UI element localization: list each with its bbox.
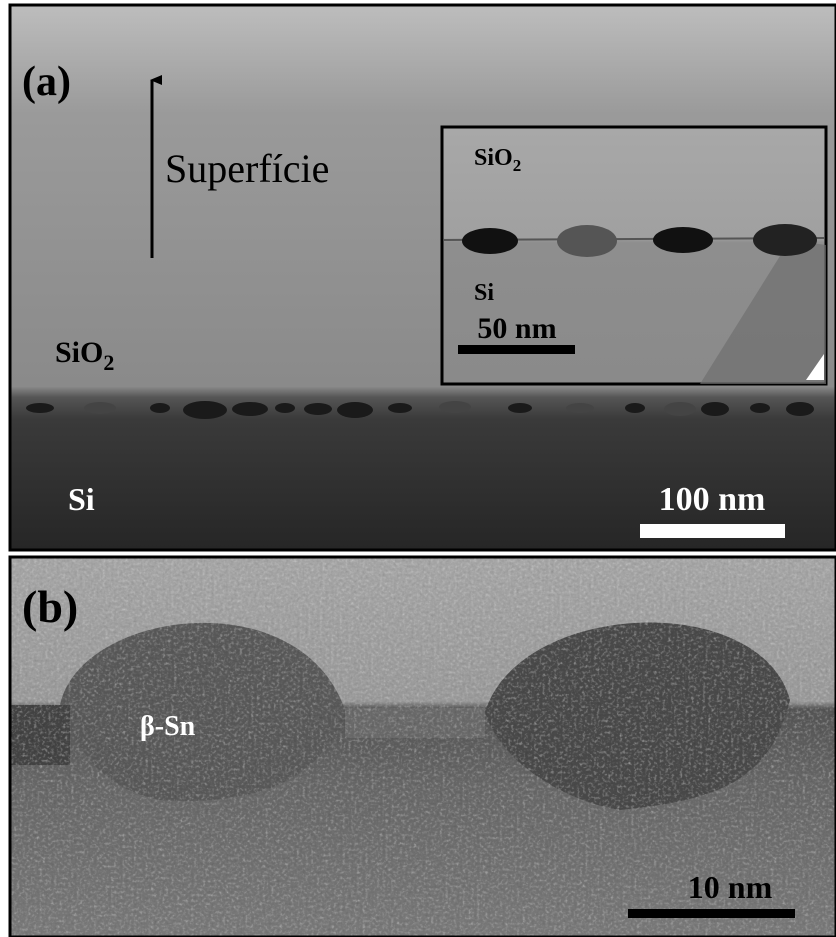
figure: (a) Superfície SiO2 Si 100 nm SiO2 Si 50… [0, 0, 836, 937]
oxide-main: SiO [55, 336, 103, 369]
inset-scale-label: 50 nm [477, 312, 556, 345]
inset-oxide-main: SiO [474, 145, 513, 171]
scale-label: 100 nm [659, 481, 766, 518]
panel-label: (a) [22, 59, 71, 105]
panel-b: (b) β-Sn 10 nm [10, 557, 836, 937]
arrow-label: Superfície [165, 146, 329, 191]
inset-scale-bar [458, 345, 575, 354]
panel-label: (b) [22, 581, 78, 632]
scale-label: 10 nm [688, 869, 773, 905]
scale-bar [640, 524, 785, 538]
panel-a: (a) Superfície SiO2 Si 100 nm SiO2 Si 50… [10, 5, 836, 550]
oxide-sub: 2 [103, 350, 114, 375]
page: { "panel_a": { "label": "(a)", "arrow_la… [0, 0, 836, 937]
inset-substrate-label: Si [474, 280, 494, 306]
inset: SiO2 Si 50 nm [442, 127, 826, 384]
inset-oxide-sub: 2 [513, 156, 522, 175]
substrate-label: Si [68, 481, 95, 517]
particle-label: β-Sn [140, 711, 196, 742]
scale-bar [628, 909, 795, 918]
